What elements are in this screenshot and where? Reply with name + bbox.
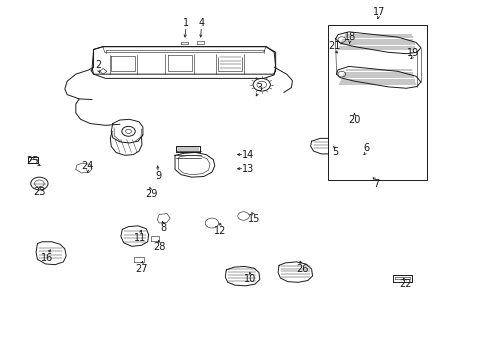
Text: 14: 14 <box>242 150 254 160</box>
Text: 23: 23 <box>33 187 45 197</box>
Text: 25: 25 <box>26 156 39 166</box>
Text: 2: 2 <box>95 60 101 70</box>
Text: 4: 4 <box>198 18 204 28</box>
Text: 19: 19 <box>406 48 418 58</box>
Text: 10: 10 <box>244 274 256 284</box>
Text: 6: 6 <box>363 143 369 153</box>
Text: 28: 28 <box>153 242 165 252</box>
Text: 1: 1 <box>183 18 189 28</box>
Text: 17: 17 <box>372 8 384 17</box>
Text: 18: 18 <box>343 32 355 42</box>
Text: 21: 21 <box>328 41 340 51</box>
Text: 7: 7 <box>372 179 379 189</box>
Text: 26: 26 <box>295 264 307 274</box>
Text: 16: 16 <box>41 253 53 262</box>
Text: 13: 13 <box>242 165 254 174</box>
Text: 29: 29 <box>144 189 157 199</box>
Text: 11: 11 <box>134 233 146 243</box>
Text: 12: 12 <box>214 226 226 236</box>
Text: 24: 24 <box>81 161 94 171</box>
Text: 5: 5 <box>332 147 338 157</box>
Text: 22: 22 <box>398 279 410 289</box>
Text: 8: 8 <box>160 222 166 233</box>
Text: 3: 3 <box>255 83 262 93</box>
Text: 27: 27 <box>135 264 147 274</box>
Bar <box>328 25 426 180</box>
Text: 15: 15 <box>247 214 260 224</box>
Text: 9: 9 <box>155 171 161 181</box>
Text: 20: 20 <box>348 115 360 125</box>
